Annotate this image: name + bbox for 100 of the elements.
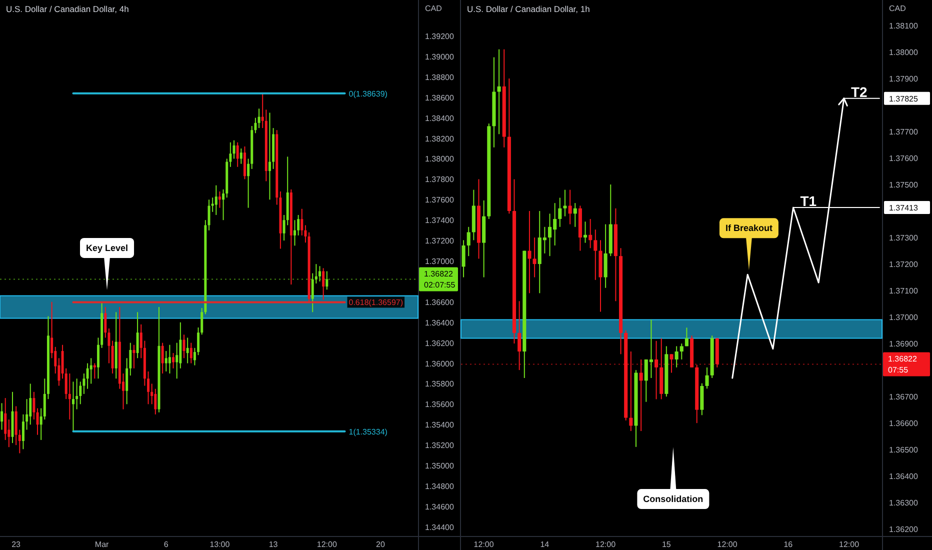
candlestick (236, 142, 239, 168)
y-tick-label: 1.37800 (425, 174, 454, 184)
candlestick (4, 398, 7, 440)
candlestick (168, 344, 171, 374)
candlestick (240, 148, 242, 164)
x-tick-label: 12:00 (717, 540, 738, 548)
candlestick (96, 337, 100, 380)
y-tick-label: 1.37500 (889, 180, 918, 189)
candlestick (29, 383, 32, 426)
y-tick-label: 1.35400 (425, 420, 454, 430)
candlestick (22, 414, 24, 450)
y-tick-label: 1.36600 (425, 297, 454, 306)
candlestick (670, 354, 674, 374)
x-tick-label: 6 (164, 540, 169, 548)
y-tick-label: 1.37900 (889, 74, 918, 83)
y-tick-label: 1.39200 (425, 32, 454, 40)
y-tick-label: 1.36400 (889, 472, 918, 481)
series-label: 1(1.35334) (348, 426, 388, 436)
y-tick-label: 1.38600 (425, 92, 454, 102)
y-tick-label: 1.37600 (425, 195, 454, 204)
y-tick-label: 1.36000 (425, 358, 454, 368)
x-tick-label: 12:00 (596, 540, 616, 548)
candlestick (193, 347, 196, 366)
y-tick-label: 1.38100 (889, 20, 918, 30)
candlestick (164, 350, 168, 372)
y-tick-label: 1.38000 (889, 47, 918, 56)
candlestick (466, 226, 470, 257)
y-tick-label: 1.36400 (425, 318, 454, 327)
y-tick-label: 1.38800 (425, 72, 454, 82)
legend-label: T2 (850, 84, 868, 100)
candlestick (26, 398, 28, 430)
candlestick (0, 402, 4, 430)
candlestick (182, 334, 186, 359)
candlestick (161, 342, 164, 374)
x-tick-label: 14 (540, 540, 550, 548)
y-tick-label: 1.36600 (889, 418, 918, 428)
x-tick-label: 12:00 (839, 540, 860, 548)
data-label: 1.37413 (889, 203, 918, 212)
candlestick (190, 342, 192, 364)
candlestick (293, 220, 296, 246)
candlestick (218, 190, 221, 208)
ref-line-label: 1.36822 02:07:55 (424, 269, 456, 290)
candlestick (268, 112, 271, 200)
candlestick (214, 184, 218, 216)
annotation: If Breakout (725, 223, 772, 234)
y-tick-label: 1.39000 (425, 52, 454, 61)
candlestick (583, 221, 588, 244)
candlestick (297, 214, 300, 236)
y-tick-label: 1.36700 (889, 392, 918, 402)
text: U.S. Dollar / Canadian Dollar, 1h (467, 4, 590, 14)
text: U.S. Dollar / Canadian Dollar, 4h (6, 4, 130, 14)
candlestick (700, 382, 704, 416)
y-tick-label: 1.38000 (425, 154, 454, 164)
candlestick (497, 48, 501, 135)
candlestick (300, 208, 304, 236)
candlestick (462, 240, 466, 278)
candlestick (136, 312, 139, 359)
x-tick-label: Mar (94, 540, 110, 548)
candlestick (243, 146, 246, 180)
candlestick (326, 270, 328, 290)
candlestick (680, 343, 684, 360)
y-tick-label: 1.37000 (889, 312, 918, 322)
y-tick-label: 1.37600 (889, 153, 918, 162)
candlestick (629, 351, 633, 432)
candlestick (186, 337, 189, 364)
y-tick-label: 1.35200 (425, 440, 454, 450)
candlestick (93, 362, 96, 380)
candlestick (674, 346, 678, 368)
y-tick-label: 1.34800 (425, 481, 454, 490)
candlestick (573, 202, 577, 228)
candlestick (588, 218, 592, 249)
x-tick-label: 13:00 (210, 540, 230, 548)
candlestick (90, 358, 92, 384)
y-tick-label: 1.35600 (425, 400, 454, 409)
x-tick-label: 12:00 (474, 540, 494, 548)
x-tick-label: 12:00 (316, 540, 338, 548)
y-tick-label: 1.34600 (425, 502, 454, 511)
candlestick (32, 391, 36, 420)
series-label: T1 (800, 193, 817, 210)
y-tick-label: 1.38200 (425, 134, 454, 143)
candlestick (176, 342, 178, 380)
y-tick-label: 1.36200 (425, 338, 454, 348)
candlestick (568, 189, 572, 225)
candlestick (36, 408, 39, 436)
x-tick-label: 15 (662, 540, 672, 548)
y-tick-label: 1.35800 (425, 379, 454, 388)
candlestick (318, 266, 322, 282)
series-label: 0(1.38639) (348, 88, 388, 98)
y-tick-label: 1.37200 (889, 260, 918, 269)
candlestick (72, 381, 74, 432)
y-tick-label: 1.36500 (889, 445, 918, 454)
y-tick-label: 1.35000 (425, 461, 454, 470)
candlestick (172, 352, 175, 369)
candlestick (532, 237, 536, 278)
y-tick-label: 1.37400 (425, 216, 454, 225)
candlestick (518, 300, 522, 371)
y-tick-label: 1.37000 (425, 256, 454, 266)
candlestick (654, 340, 658, 400)
y-tick-label: 1.34400 (425, 522, 454, 532)
y-tick-label: 1.36900 (889, 339, 918, 348)
